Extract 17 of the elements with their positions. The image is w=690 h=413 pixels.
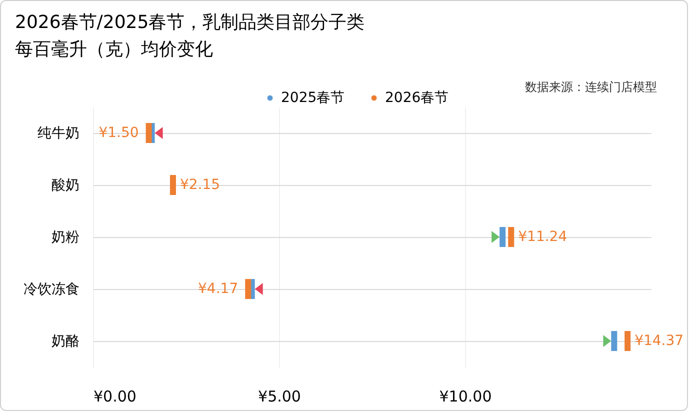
y-tick-label: 奶粉 <box>52 230 80 246</box>
x-tick-label: ¥0.00 <box>94 388 136 406</box>
chart-title: 2026春节/2025春节，乳制品类目部分子类每百毫升（克）均价变化 <box>15 11 366 62</box>
y-tick-label: 纯牛奶 <box>38 126 80 142</box>
data-label: ¥4.17 <box>198 281 238 297</box>
source-note: 数据来源：连续门店模型 <box>525 79 657 96</box>
y-tick-label: 酸奶 <box>52 178 80 194</box>
data-label: ¥11.24 <box>518 229 568 245</box>
legend-label: 2025春节 <box>281 90 345 106</box>
data-label: ¥1.50 <box>98 125 139 141</box>
legend-label: 2026春节 <box>385 90 449 106</box>
y-tick-label: 冷饮冻食 <box>24 282 80 298</box>
data-label: ¥2.15 <box>180 177 220 193</box>
x-tick-label: ¥10.00 <box>439 388 492 406</box>
x-tick-label: ¥5.00 <box>258 388 301 406</box>
data-label: ¥14.37 <box>634 333 684 349</box>
y-tick-label: 奶酪 <box>52 334 80 350</box>
